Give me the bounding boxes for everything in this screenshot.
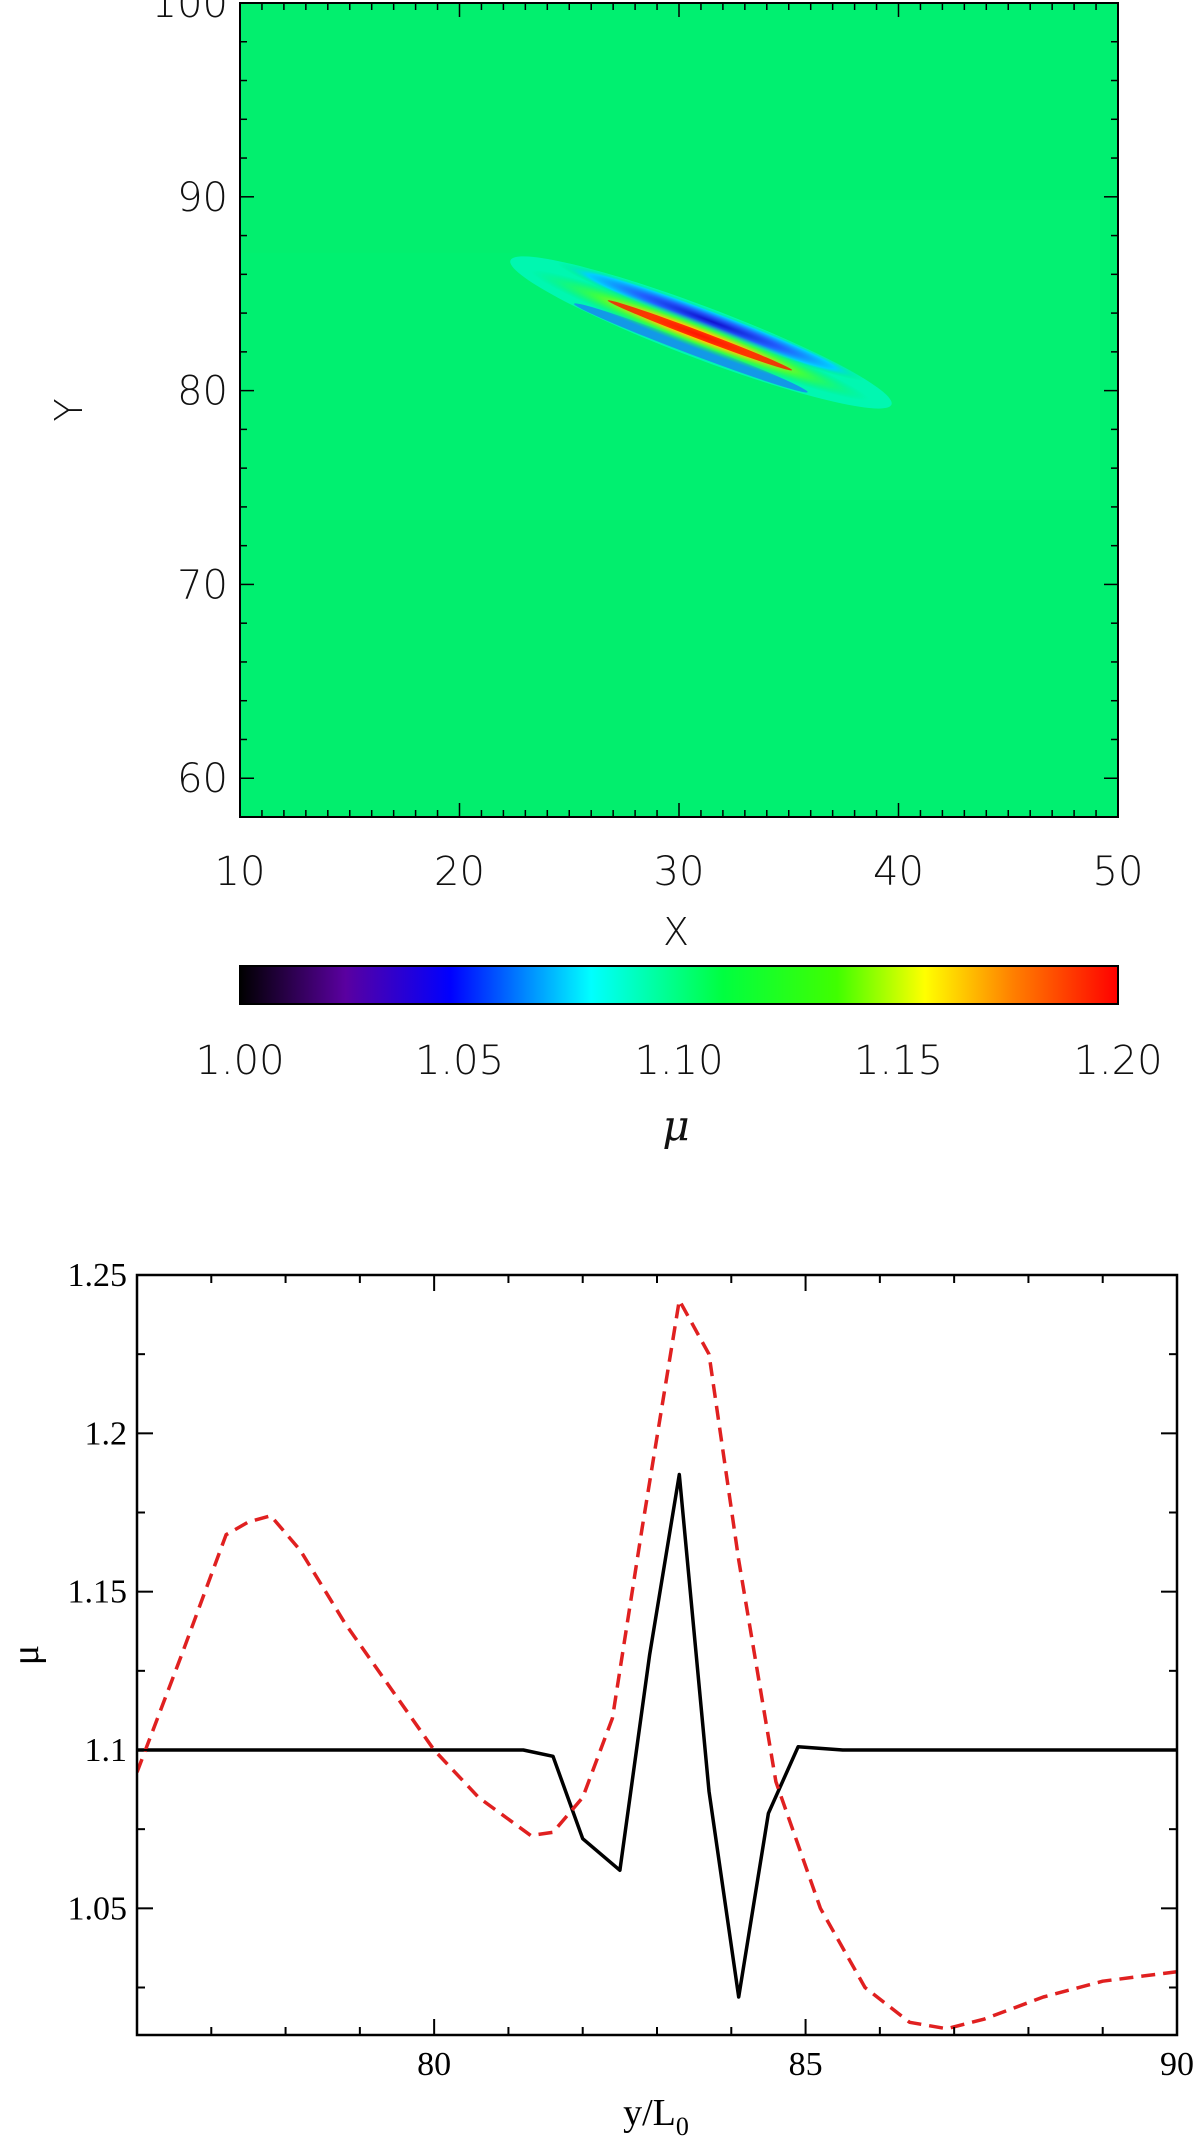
x-tick-label: 80: [417, 2046, 451, 2083]
colorbar-tick-label: 1.15: [854, 1038, 943, 1084]
line-chart-ticks: 80 85 90 1.05 1.1 1.15 1.2 1.25: [68, 1257, 1195, 2083]
x-tick-label: 20: [434, 849, 485, 895]
line-chart-ylabel: μ: [5, 1645, 47, 1665]
colorbar-tick-label: 1.00: [195, 1038, 284, 1084]
y-tick-label: 1.2: [85, 1415, 128, 1452]
y-tick-label: 70: [177, 562, 228, 608]
feature-low-band-2: [574, 303, 808, 393]
series-dashed-line: [137, 1298, 1177, 2031]
heatmap-xlabel: X: [663, 910, 689, 954]
colorbar-tick-label: 1.10: [634, 1038, 723, 1084]
feature-low-band: [557, 262, 866, 381]
y-tick-label: 1.15: [68, 1574, 128, 1611]
xlabel-subscript: 0: [676, 2112, 689, 2137]
y-tick-label: 1.05: [68, 1890, 128, 1927]
colorbar-tick-label: 1.20: [1073, 1038, 1162, 1084]
y-tick-label: 90: [177, 175, 228, 221]
x-tick-label: 90: [1160, 2046, 1194, 2083]
x-tick-label: 85: [789, 2046, 823, 2083]
line-chart-frame: [135, 1273, 1179, 2037]
line-chart-xlabel: y/L0: [623, 2092, 689, 2137]
colorbar-ticks: 1.00 1.05 1.10 1.15 1.20: [195, 1038, 1162, 1084]
line-chart-panel: 80 85 90 1.05 1.1 1.15 1.2 1.25 μ y/L0: [5, 1257, 1194, 2137]
y-tick-label: 60: [177, 756, 228, 802]
colorbar-tick-label: 1.05: [415, 1038, 504, 1084]
y-tick-label: 1.25: [68, 1257, 128, 1294]
series-group: [137, 1298, 1177, 2031]
y-tick-label: 1.1: [85, 1732, 128, 1769]
xlabel-main: y/L: [623, 2092, 676, 2134]
heatmap-ylabel: Y: [47, 398, 91, 421]
colorbar: [239, 965, 1119, 1005]
heatmap-feature: [510, 256, 892, 409]
heatmap-ticks: 10 20 30 40 50 60 70 80 90 100: [152, 0, 1144, 895]
y-tick-label: 100: [152, 0, 228, 27]
x-tick-label: 10: [215, 849, 266, 895]
feature-core: [607, 300, 793, 371]
x-tick-label: 40: [873, 849, 924, 895]
colorbar-label: μ: [662, 1101, 689, 1150]
y-tick-label: 80: [177, 369, 228, 415]
x-tick-label: 30: [654, 849, 705, 895]
series-solid-line: [137, 1472, 1177, 1999]
x-tick-label: 50: [1093, 849, 1144, 895]
